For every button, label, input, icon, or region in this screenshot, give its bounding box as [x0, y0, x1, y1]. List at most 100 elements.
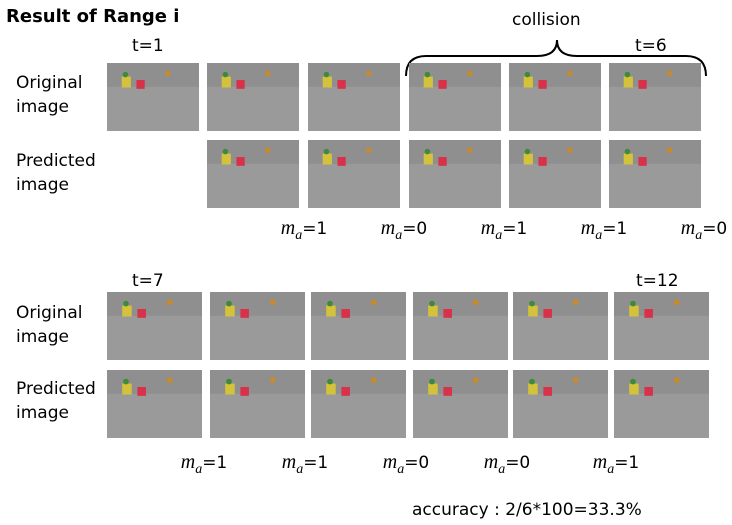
red-object: [538, 80, 547, 89]
red-object: [443, 309, 452, 318]
orange-ball: [365, 147, 372, 153]
m-sub: a: [295, 228, 302, 243]
figure-title: Result of Range i: [6, 6, 179, 27]
yellow-object: [623, 76, 633, 88]
orange-ball: [370, 299, 377, 306]
image-floor: [207, 163, 299, 208]
yellow-object: [221, 76, 231, 88]
row-label: image: [16, 327, 69, 347]
orange-ball: [666, 70, 673, 76]
image-floor: [311, 393, 406, 438]
yellow-object: [629, 383, 639, 395]
image-frame: [107, 292, 202, 360]
green-object: [123, 378, 129, 385]
red-object: [341, 309, 350, 318]
red-object: [137, 309, 146, 318]
red-object: [240, 387, 249, 396]
collision-label: collision: [512, 10, 581, 30]
image-floor: [609, 163, 701, 208]
yellow-object: [428, 383, 438, 395]
red-object: [236, 80, 245, 89]
red-object: [438, 80, 447, 89]
image-frame: [207, 63, 299, 131]
image-frame: [509, 140, 601, 208]
m-label: ma=0: [383, 451, 430, 477]
yellow-object: [423, 153, 433, 165]
image-floor: [409, 163, 501, 208]
m-label: ma=1: [282, 451, 329, 477]
yellow-object: [623, 153, 633, 165]
red-object: [236, 157, 245, 166]
green-object: [630, 300, 636, 307]
orange-ball: [472, 299, 479, 306]
image-frame: [107, 63, 199, 131]
m-var: m: [383, 451, 397, 473]
m-value: =1: [614, 453, 639, 473]
accuracy: accuracy : 2/6*100=33.3%: [412, 500, 642, 520]
image-frame: [308, 63, 400, 131]
image-frame: [609, 63, 701, 131]
orange-ball: [264, 70, 271, 76]
image-frame: [509, 63, 601, 131]
m-var: m: [282, 451, 296, 473]
orange-ball: [166, 299, 173, 306]
m-sub: a: [607, 462, 614, 477]
image-frame: [513, 370, 608, 438]
yellow-object: [122, 305, 132, 317]
red-object: [337, 80, 346, 89]
m-value: =1: [202, 453, 227, 473]
image-frame: [413, 292, 508, 360]
image-floor: [308, 86, 400, 131]
green-object: [222, 148, 229, 155]
yellow-object: [528, 305, 538, 317]
orange-ball: [264, 147, 271, 153]
yellow-object: [122, 383, 132, 395]
m-var: m: [381, 217, 395, 239]
m-value: =1: [502, 219, 527, 239]
green-object: [323, 148, 330, 155]
orange-ball: [269, 299, 276, 306]
yellow-object: [322, 76, 332, 88]
m-var: m: [181, 451, 195, 473]
image-frame: [409, 63, 501, 131]
m-var: m: [593, 451, 607, 473]
red-object: [638, 157, 647, 166]
yellow-object: [322, 153, 332, 165]
green-object: [624, 148, 631, 155]
green-object: [524, 71, 531, 78]
image-floor: [413, 315, 508, 360]
m-label: ma=0: [681, 217, 728, 243]
end-label: t=6: [635, 36, 667, 56]
image-floor: [513, 315, 608, 360]
image-frame: [210, 292, 305, 360]
green-object: [529, 378, 535, 385]
image-frame: [311, 370, 406, 438]
yellow-object: [225, 383, 235, 395]
red-object: [337, 157, 346, 166]
m-sub: a: [695, 228, 702, 243]
m-sub: a: [296, 462, 303, 477]
image-floor: [210, 315, 305, 360]
yellow-object: [326, 305, 336, 317]
orange-ball: [572, 377, 579, 384]
yellow-object: [121, 76, 131, 88]
red-object: [137, 387, 146, 396]
orange-ball: [566, 70, 573, 76]
m-label: ma=1: [593, 451, 640, 477]
image-frame: [614, 370, 709, 438]
yellow-object: [221, 153, 231, 165]
image-frame: [513, 292, 608, 360]
row-label: Predicted: [16, 379, 96, 399]
m-value: =0: [702, 219, 727, 239]
green-object: [122, 71, 129, 78]
green-object: [123, 300, 129, 307]
yellow-object: [428, 305, 438, 317]
m-value: =0: [404, 453, 429, 473]
image-floor: [413, 393, 508, 438]
green-object: [624, 71, 631, 78]
image-floor: [614, 315, 709, 360]
m-label: ma=1: [581, 217, 628, 243]
orange-ball: [269, 377, 276, 384]
